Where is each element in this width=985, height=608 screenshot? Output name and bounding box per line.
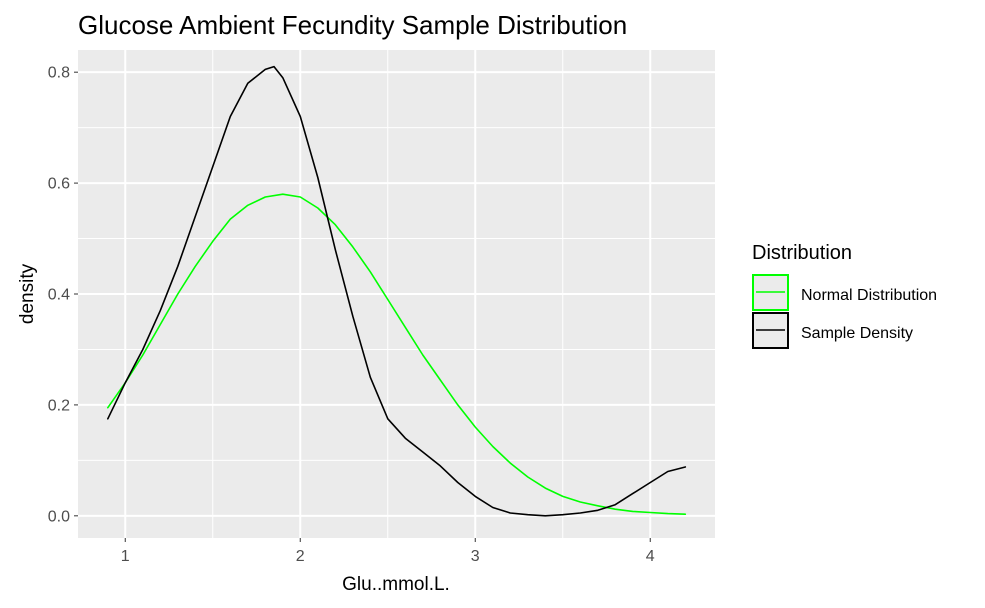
y-tick-label: 0.8	[48, 65, 70, 82]
x-axis: 1 2 3 4	[121, 538, 655, 565]
y-tick-label: 0.6	[48, 176, 70, 193]
x-axis-title: Glu..mmol.L.	[342, 574, 450, 595]
x-tick-label: 2	[296, 548, 305, 565]
legend-title: Distribution	[752, 242, 852, 264]
x-tick-label: 1	[121, 548, 130, 565]
series-lines	[107, 65, 687, 517]
series-line-sample	[107, 65, 687, 517]
legend-label-sample: Sample Density	[801, 325, 913, 342]
legend-label-normal: Normal Distribution	[801, 287, 937, 304]
x-tick-label: 3	[471, 548, 480, 565]
legend: Distribution Normal Distribution Sample …	[752, 242, 937, 349]
x-tick-label: 4	[646, 548, 655, 565]
grid-lines	[78, 50, 715, 538]
legend-item-normal: Normal Distribution	[752, 274, 937, 311]
y-tick-label: 0.2	[48, 397, 70, 414]
y-axis: 0.0 0.2 0.4 0.6 0.8	[48, 65, 78, 525]
y-tick-label: 0.0	[48, 508, 70, 525]
y-tick-label: 0.4	[48, 287, 70, 304]
chart-title: Glucose Ambient Fecundity Sample Distrib…	[78, 10, 627, 40]
y-axis-title: density	[17, 263, 38, 324]
legend-item-sample: Sample Density	[752, 312, 913, 349]
series-line-normal	[107, 193, 687, 516]
